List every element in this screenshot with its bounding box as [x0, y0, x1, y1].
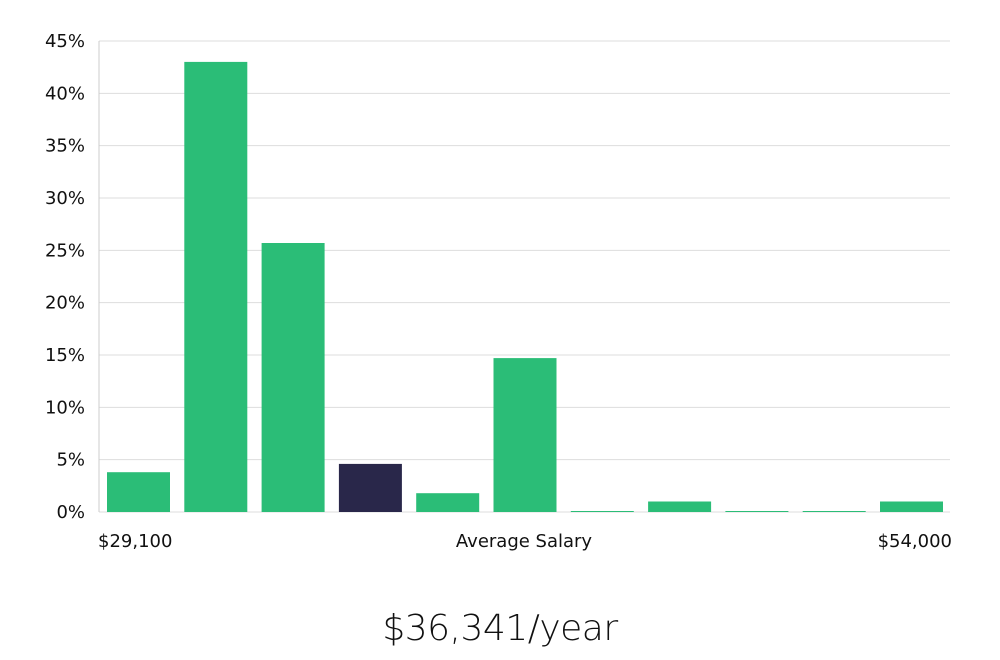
bar[interactable]: [802, 511, 866, 512]
y-tick-label: 35%: [45, 136, 85, 157]
bar[interactable]: [261, 243, 325, 512]
x-min-label: $29,100: [98, 531, 172, 552]
y-tick-label: 25%: [45, 240, 85, 261]
bar[interactable]: [493, 358, 557, 512]
bar[interactable]: [107, 472, 170, 512]
y-tick-label: 5%: [56, 450, 85, 471]
average-salary-headline: $36,341/year: [382, 608, 618, 649]
bar[interactable]: [416, 493, 480, 512]
y-tick-label: 30%: [45, 188, 85, 209]
y-tick-label: 40%: [45, 83, 85, 104]
x-max-label: $54,000: [878, 531, 952, 552]
y-tick-label: 45%: [45, 31, 85, 52]
bar[interactable]: [880, 501, 943, 513]
bar[interactable]: [184, 61, 248, 513]
bar[interactable]: [725, 511, 789, 512]
bar-highlighted[interactable]: [338, 463, 402, 512]
y-tick-label: 20%: [45, 293, 85, 314]
bar[interactable]: [570, 511, 634, 512]
bar[interactable]: [648, 501, 712, 513]
salary-histogram: 0% 5% 10% 15% 20% 25% 30% 35% 40% 45% $29,100 Ave…: [45, 31, 952, 552]
y-tick-label: 0%: [56, 502, 85, 523]
y-tick-label: 10%: [45, 397, 85, 418]
x-axis-label: Average Salary: [456, 531, 593, 552]
y-tick-label: 15%: [45, 345, 85, 366]
y-axis-ticks: 0% 5% 10% 15% 20% 25% 30% 35% 40% 45%: [45, 31, 85, 523]
bars: [107, 61, 943, 513]
